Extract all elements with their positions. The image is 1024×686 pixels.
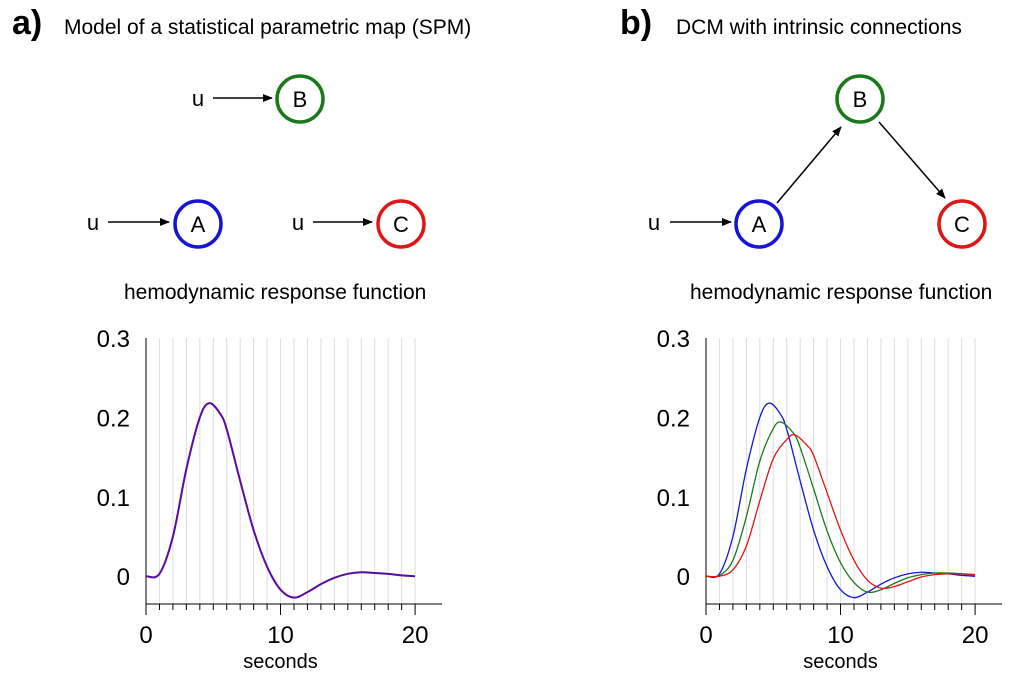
chart-b-x-tick-label: 10 — [827, 622, 854, 649]
panel-a-title: Model of a statistical parametric map (S… — [64, 16, 472, 39]
chart-a-x-tick-label: 20 — [402, 622, 429, 649]
chart-a-series-0-line — [145, 402, 416, 599]
chart-a-x-tick-label: 0 — [139, 622, 152, 649]
node-b-label: B — [853, 87, 868, 112]
chart-b-series-1-line — [705, 421, 976, 594]
chart-a-y-tick-label: 0.2 — [97, 405, 130, 432]
node-c-label: C — [393, 212, 409, 237]
chart-b-y-tick-label: 0.2 — [657, 405, 690, 432]
edge-b-to-c — [878, 121, 946, 199]
node-c — [937, 199, 987, 249]
panel-b: b) DCM with intrinsic connections B u A … — [560, 0, 1024, 686]
chart-a-y-tick-label: 0.3 — [97, 326, 130, 353]
node-a — [173, 199, 223, 249]
chart-b-x-tick-label: 0 — [699, 622, 712, 649]
node-a-label: A — [191, 212, 206, 237]
panel-a-diagram: u B u A u C — [87, 74, 426, 249]
chart-a-y-tick-label: 0 — [117, 564, 130, 591]
node-c — [376, 199, 426, 249]
chart-b-series-2-line — [705, 433, 976, 590]
input-u-a: u — [87, 210, 99, 235]
panel-a-label: a) — [12, 4, 43, 42]
chart-a-x-axis-label: seconds — [243, 651, 318, 673]
node-b — [275, 74, 325, 124]
panel-b-hrf-title: hemodynamic response function — [690, 281, 993, 304]
chart-b-x-axis-label: seconds — [803, 651, 878, 673]
panel-b-diagram: B u A C — [648, 74, 987, 249]
node-a-label: A — [752, 212, 767, 237]
node-b-label: B — [293, 87, 308, 112]
node-a — [734, 199, 784, 249]
chart-a: 0 10 20 0 0.1 0.2 0.3 seconds — [97, 326, 442, 673]
chart-b-y-tick-label: 0.1 — [657, 485, 690, 512]
chart-a-x-tick-label: 10 — [267, 622, 294, 649]
input-u-a: u — [648, 210, 660, 235]
panel-b-title: DCM with intrinsic connections — [676, 16, 962, 39]
chart-a-y-tick-label: 0.1 — [97, 485, 130, 512]
node-b — [835, 74, 885, 124]
input-u-c: u — [292, 210, 304, 235]
chart-b-x-tick-label: 20 — [962, 622, 989, 649]
node-c-label: C — [954, 212, 970, 237]
chart-b-series-0-line — [705, 402, 976, 599]
panel-b-label: b) — [620, 4, 653, 42]
panel-a: a) Model of a statistical parametric map… — [12, 4, 472, 673]
chart-b: 0 10 20 0 0.1 0.2 0.3 seconds — [657, 326, 1002, 673]
panel-a-hrf-title: hemodynamic response function — [124, 281, 427, 304]
edge-a-to-b — [776, 126, 842, 204]
chart-b-y-tick-label: 0 — [677, 564, 690, 591]
chart-b-y-tick-label: 0.3 — [657, 326, 690, 353]
input-u-b: u — [192, 86, 204, 111]
